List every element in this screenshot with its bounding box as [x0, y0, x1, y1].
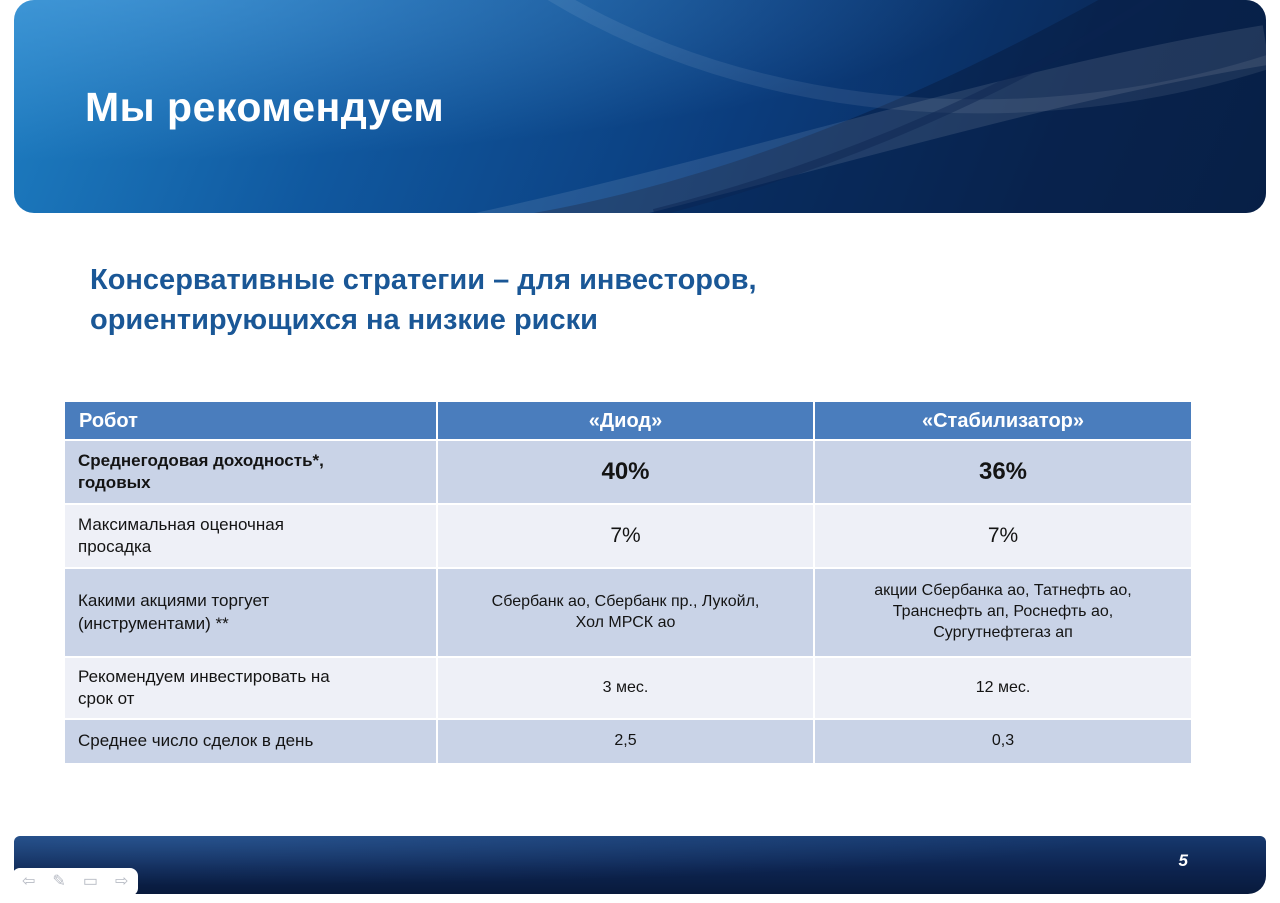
header-banner: Мы рекомендуем: [14, 0, 1266, 213]
table-row: Среднее число сделок в день 2,5 0,3: [65, 720, 1191, 763]
table-row: Рекомендуем инвестировать на срок от 3 м…: [65, 658, 1191, 718]
cell-stab-instruments: акции Сбербанка ао, Татнефть ао, Трансне…: [815, 569, 1191, 656]
row-label-trades-per-day: Среднее число сделок в день: [65, 720, 436, 763]
row-label-max-drawdown: Максимальная оценочная просадка: [65, 505, 436, 567]
page-number: 5: [1178, 851, 1188, 870]
forward-arrow-icon[interactable]: ⇨: [114, 873, 129, 890]
footer-bar: 5: [14, 836, 1266, 894]
row-label-annual-return: Среднегодовая доходность*, годовых: [65, 441, 436, 503]
strategy-comparison-table: Робот «Диод» «Стабилизатор» Среднегодова…: [65, 402, 1191, 765]
cell-diod-annual-return: 40%: [438, 441, 813, 503]
cell-diod-trades-per-day: 2,5: [438, 720, 813, 763]
column-header-stabilizator: «Стабилизатор»: [815, 402, 1191, 439]
slide-title: Мы рекомендуем: [85, 84, 445, 130]
pen-icon[interactable]: ✎: [52, 873, 66, 890]
cell-stab-annual-return: 36%: [815, 441, 1191, 503]
cell-stab-investment-horizon: 12 мес.: [815, 658, 1191, 718]
cell-stab-max-drawdown: 7%: [815, 505, 1191, 567]
table-header-row: Робот «Диод» «Стабилизатор»: [65, 402, 1191, 439]
frame-icon[interactable]: ▭: [82, 873, 98, 890]
cell-diod-max-drawdown: 7%: [438, 505, 813, 567]
cell-stab-trades-per-day: 0,3: [815, 720, 1191, 763]
cell-diod-investment-horizon: 3 мес.: [438, 658, 813, 718]
table-row: Максимальная оценочная просадка 7% 7%: [65, 505, 1191, 567]
table-row: Среднегодовая доходность*, годовых 40% 3…: [65, 441, 1191, 503]
viewer-nav-toolbar: ⇦ ✎ ▭ ⇨: [12, 868, 139, 896]
row-label-instruments: Какими акциями торгует (инструментами) *…: [65, 569, 436, 656]
column-header-diod: «Диод»: [438, 402, 813, 439]
cell-diod-instruments: Сбербанк ао, Сбербанк пр., Лукойл, Хол М…: [438, 569, 813, 656]
column-header-robot: Робот: [65, 402, 436, 439]
banner-swoosh-graphic: [475, 0, 1266, 213]
row-label-investment-horizon: Рекомендуем инвестировать на срок от: [65, 658, 436, 718]
slide-subtitle: Консервативные стратегии – для инвесторо…: [90, 264, 757, 337]
table-row: Какими акциями торгует (инструментами) *…: [65, 569, 1191, 656]
back-arrow-icon[interactable]: ⇦: [22, 873, 36, 890]
